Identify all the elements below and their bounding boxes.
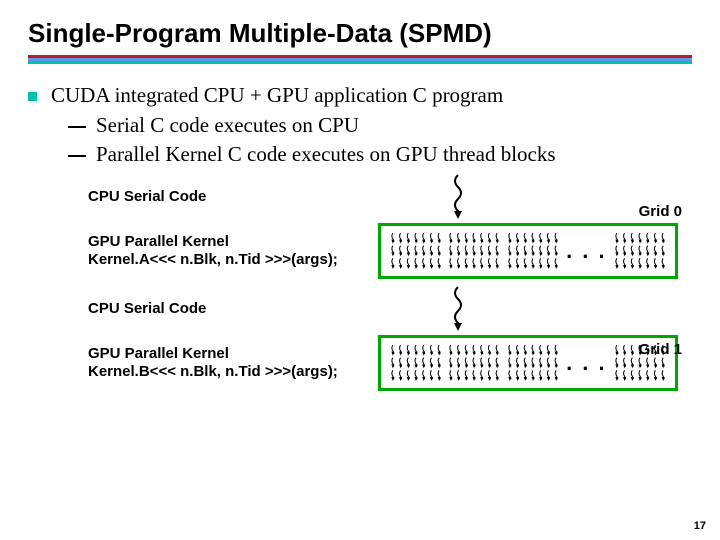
thread-block (447, 232, 501, 270)
gpu-parallel-label: GPU Parallel Kernel (88, 345, 229, 362)
grid-0-label: Grid 0 (639, 203, 682, 220)
thread-block (389, 232, 443, 270)
kernel-a-code: Kernel.A<<< n.Blk, n.Tid >>>(args); (88, 251, 338, 268)
bullet-main: CUDA integrated CPU + GPU application C … (28, 82, 692, 108)
bullet-text: CUDA integrated CPU + GPU application C … (51, 82, 503, 108)
grid-1-box: . . . (378, 335, 678, 391)
kernel-b-label: GPU Parallel Kernel Kernel.B<<< n.Blk, n… (88, 345, 378, 381)
divider (28, 55, 692, 64)
ellipsis: . . . (564, 350, 609, 376)
thread-block (447, 344, 501, 382)
slide-title: Single-Program Multiple-Data (SPMD) (28, 18, 692, 49)
gpu-parallel-label: GPU Parallel Kernel (88, 233, 229, 250)
squiggle-arrow-icon (448, 173, 468, 221)
sub-text-2: Parallel Kernel C code executes on GPU t… (96, 141, 556, 167)
thread-block (506, 232, 560, 270)
page-number: 17 (694, 520, 706, 532)
thread-block (389, 344, 443, 382)
cpu-label-2: CPU Serial Code (88, 300, 378, 318)
sequence-diagram: CPU Serial Code Grid 0 GPU Parallel Kern… (28, 173, 692, 391)
dash-icon (68, 155, 86, 157)
thread-block (506, 344, 560, 382)
thread-block (613, 344, 667, 382)
thread-block (613, 232, 667, 270)
kernel-a-label: GPU Parallel Kernel Kernel.A<<< n.Blk, n… (88, 233, 378, 269)
sub-text-1: Serial C code executes on CPU (96, 112, 359, 138)
sub-bullet-2: Parallel Kernel C code executes on GPU t… (68, 141, 692, 167)
squiggle-arrow-icon (448, 285, 468, 333)
kernel-b-code: Kernel.B<<< n.Blk, n.Tid >>>(args); (88, 363, 338, 380)
grid-0-box: . . . (378, 223, 678, 279)
dash-icon (68, 126, 86, 128)
sub-bullet-1: Serial C code executes on CPU (68, 112, 692, 138)
square-bullet-icon (28, 92, 37, 101)
ellipsis: . . . (564, 238, 609, 264)
cpu-label-1: CPU Serial Code (88, 188, 378, 206)
